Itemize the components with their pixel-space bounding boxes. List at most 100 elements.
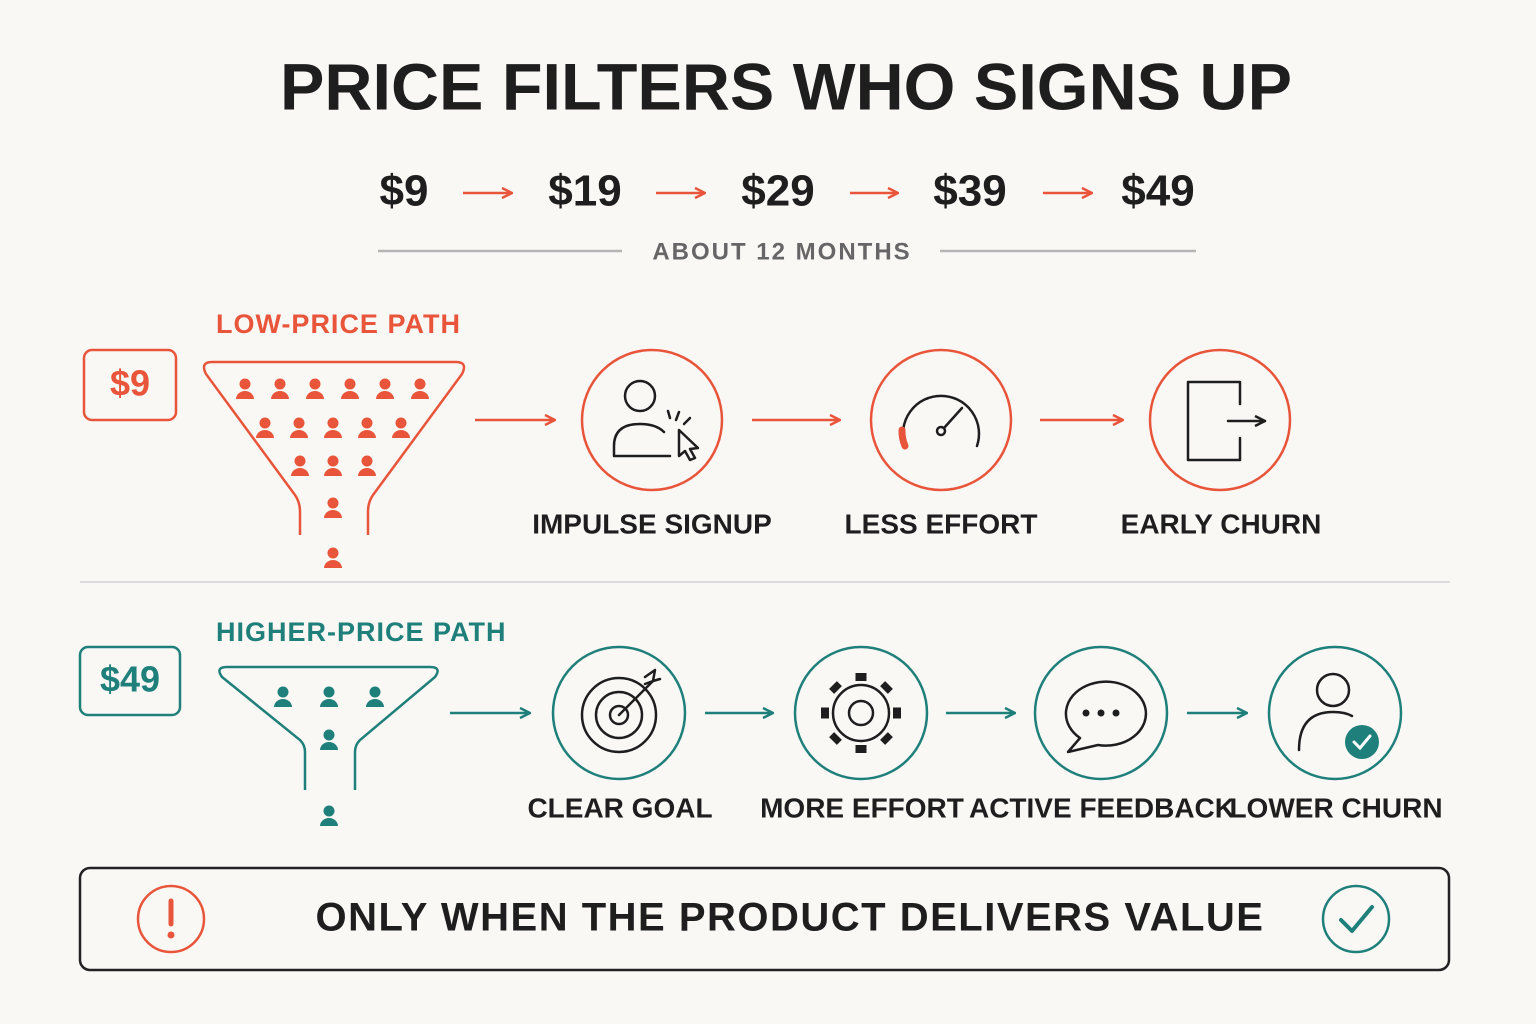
target-icon-part (594, 690, 644, 740)
price-step: $49 (1121, 167, 1194, 216)
people-part (376, 378, 394, 399)
target-icon-part (608, 704, 630, 726)
warning-icon-part (167, 931, 175, 939)
target-icon (580, 668, 662, 754)
chat-icon-part (1082, 709, 1120, 717)
chat-icon-part (1064, 680, 1148, 754)
people-part (324, 417, 342, 438)
people-part (324, 547, 342, 568)
target-icon-part (617, 679, 655, 717)
warning-icon (136, 884, 206, 954)
check-icon (1321, 884, 1391, 954)
people-part (320, 729, 338, 750)
price-badge (78, 645, 182, 717)
gear-icon-part-part (880, 681, 893, 694)
step-circles-part (1267, 645, 1403, 781)
funnel (202, 360, 466, 535)
people-part (236, 378, 254, 399)
impulse-icon-part (623, 379, 657, 413)
people (274, 686, 384, 826)
chat-icon-part-part (1097, 709, 1105, 717)
step-circles-part (551, 645, 687, 781)
people-part (366, 686, 384, 707)
chat-icon-part-part (1082, 709, 1090, 717)
target-icon-part (643, 668, 662, 686)
people-part (358, 417, 376, 438)
path-label: HIGHER-PRICE PATH (216, 617, 507, 647)
chat-icon-part-part (1112, 709, 1120, 717)
people-part (324, 455, 342, 476)
people-part (358, 455, 376, 476)
people-part (320, 805, 338, 826)
people-part (324, 497, 342, 518)
people-part (291, 455, 309, 476)
people-part (341, 378, 359, 399)
footer-box (78, 866, 1451, 972)
user-check-icon-part (1297, 710, 1354, 752)
step-label: LESS EFFORT (845, 508, 1038, 539)
gear-icon (821, 673, 901, 753)
step-circles (580, 348, 1292, 492)
step-label: CLEAR GOAL (527, 792, 712, 823)
price-step: $29 (741, 167, 814, 216)
price-badge (82, 348, 178, 422)
gear-icon-part-part (829, 732, 842, 745)
gauge-icon-part (898, 426, 909, 450)
target-icon-part (580, 676, 658, 754)
people-part (271, 378, 289, 399)
step-label: EARLY CHURN (1121, 508, 1322, 539)
user-check-icon-part (1315, 672, 1351, 708)
impulse-icon (612, 379, 700, 462)
step-circles-part (869, 348, 1013, 492)
price-badge-text: $9 (110, 363, 150, 404)
check-icon-part (1339, 905, 1374, 933)
people-part (392, 417, 410, 438)
price-step: $19 (548, 167, 621, 216)
user-check-icon (1297, 672, 1379, 759)
people-part (320, 686, 338, 707)
check-icon-part (1321, 884, 1391, 954)
step-label: MORE EFFORT (760, 792, 964, 823)
gauge-icon-part (901, 394, 981, 448)
price-badge-text: $49 (100, 659, 160, 700)
impulse-icon-part (677, 428, 700, 462)
path-label: LOW-PRICE PATH (216, 309, 461, 339)
people-part (411, 378, 429, 399)
gauge-icon-part (942, 406, 964, 430)
people-part (274, 686, 292, 707)
timeline-label: ABOUT 12 MONTHS (652, 238, 911, 265)
user-check-icon-part (1352, 734, 1372, 751)
funnel (218, 665, 439, 790)
step-circles (551, 645, 1403, 781)
chat-icon (1064, 680, 1148, 754)
step-circles-part (580, 348, 724, 492)
exit-icon (1186, 380, 1267, 462)
step-label: ACTIVE FEEDBACK (969, 792, 1235, 823)
people-part (290, 417, 308, 438)
title: PRICE FILTERS WHO SIGNS UP (280, 49, 1292, 123)
step-circles-part (1148, 348, 1292, 492)
price-step: $39 (933, 167, 1006, 216)
gear-icon-part (831, 683, 891, 743)
gear-icon-part-part (829, 681, 842, 694)
step-label: IMPULSE SIGNUP (532, 508, 772, 539)
gauge-icon (898, 394, 981, 450)
user-check-icon-part (1345, 725, 1379, 759)
impulse-icon-part (612, 422, 672, 458)
step-circles-part (793, 645, 929, 781)
exit-icon-part (1186, 380, 1242, 462)
impulse-icon-part (666, 409, 692, 426)
step-label: LOWER CHURN (1229, 792, 1442, 823)
step-circles-part (1033, 645, 1169, 781)
people-part (306, 378, 324, 399)
gauge-icon-part (935, 425, 947, 437)
warning-icon-part (136, 884, 206, 954)
people-part (256, 417, 274, 438)
gear-icon-part-part (880, 732, 893, 745)
footer-text: ONLY WHEN THE PRODUCT DELIVERS VALUE (316, 896, 1265, 940)
price-step: $9 (380, 167, 429, 216)
people (236, 378, 429, 568)
gear-icon-part (847, 699, 875, 727)
gear-icon-part (821, 673, 901, 753)
